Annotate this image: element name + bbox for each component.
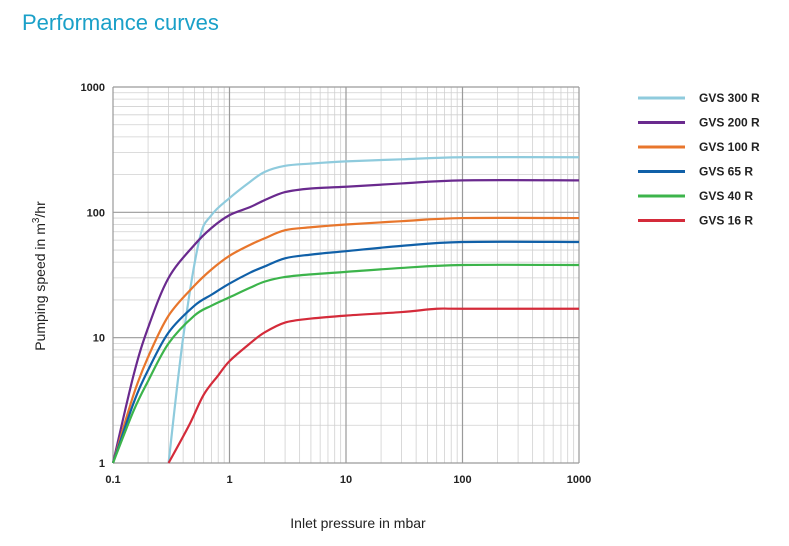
y-tick-label: 100 [87,207,105,219]
series-line-gvs-65-r [111,240,580,464]
y-axis-label-main: Pumping speed in m [32,223,48,351]
series-lines [111,156,580,464]
page-title: Performance curves [22,10,219,35]
legend-label: GVS 200 R [699,116,760,130]
legend-label: GVS 100 R [699,140,760,154]
x-axis-label: Inlet pressure in mbar [290,515,426,531]
series-line-gvs-200-r [111,179,580,464]
series-line-gvs-300-r [167,156,580,464]
y-tick-label: 10 [93,333,105,345]
legend-label: GVS 16 R [699,214,753,228]
series-line-gvs-100-r [111,216,580,464]
grid [112,86,580,464]
legend-label: GVS 40 R [699,189,753,203]
y-axis-label: Pumping speed in m3/hr [31,201,48,351]
legend-label: GVS 65 R [699,165,753,179]
legend: GVS 300 R GVS 200 R GVS 100 R GVS 65 R GVS 4… [638,91,760,228]
y-axis-label-tail: /hr [32,201,48,218]
y-tick-label: 1 [99,458,105,470]
x-tick-label: 1 [226,474,232,486]
x-tick-label: 10 [340,474,352,486]
x-tick-label: 100 [453,474,471,486]
series-line-gvs-16-r [167,307,579,464]
series-line-gvs-40-r [111,263,580,464]
y-axis-label-sup: 3 [31,217,42,223]
y-tick-label: 1000 [81,82,105,94]
x-tick-label: 1000 [567,474,591,486]
x-tick-label: 0.1 [105,474,120,486]
legend-label: GVS 300 R [699,91,760,105]
